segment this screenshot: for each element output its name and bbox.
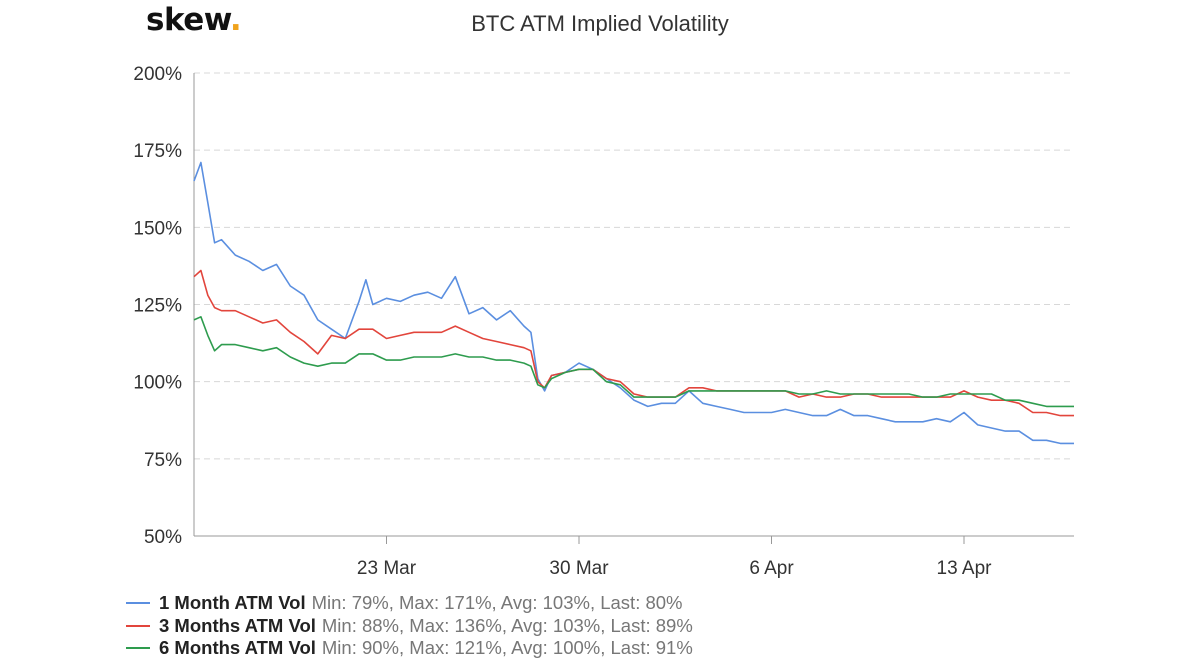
legend-item-1m[interactable]: 1 Month ATM Vol Min: 79%, Max: 171%, Avg… [126,592,693,615]
x-tick-label: 13 Apr [937,558,993,579]
legend-item-6m[interactable]: 6 Months ATM Vol Min: 90%, Max: 121%, Av… [126,637,693,660]
series-line-1 [193,161,1074,445]
y-tick-label: 175% [133,141,182,162]
legend-label-3m: 3 Months ATM Vol [159,614,316,636]
x-tick-label: 30 Mar [549,558,609,579]
brand-name: skew [146,2,230,38]
series-lines [193,161,1074,445]
brand-logo: skew. [146,2,242,38]
legend-stats-3m: Min: 88%, Max: 136%, Avg: 103%, Last: 89… [321,614,693,636]
axes: 50% 75% 100% 125% 150% 175% 200% 23 Mar 30 Mar 6 … [133,64,1074,579]
legend-item-3m[interactable]: 3 Months ATM Vol Min: 88%, Max: 136%, Av… [126,615,693,638]
legend-swatch-3m [126,624,150,627]
legend-stats-1m: Min: 79%, Max: 171%, Avg: 103%, Last: 80… [311,592,683,614]
series-line-3 [193,315,1074,408]
y-tick-label: 200% [133,64,182,85]
grid-lines [194,72,1074,460]
series-line-2 [193,269,1074,417]
chart-title: BTC ATM Implied Volatility [471,11,729,36]
y-tick-label: 75% [144,450,182,471]
legend: 1 Month ATM Vol Min: 79%, Max: 171%, Avg… [126,592,693,660]
legend-swatch-6m [126,647,150,650]
legend-label-1m: 1 Month ATM Vol [159,592,306,614]
y-tick-label: 100% [133,373,182,394]
y-tick-label: 125% [133,296,182,317]
y-tick-label: 50% [144,527,182,548]
x-tick-label: 6 Apr [749,558,794,579]
legend-stats-6m: Min: 90%, Max: 121%, Avg: 100%, Last: 91… [321,637,693,659]
legend-swatch-1m [126,602,150,605]
legend-label-6m: 6 Months ATM Vol [159,637,316,659]
brand-dot: . [229,2,242,38]
y-tick-label: 150% [133,218,182,239]
x-tick-label: 23 Mar [357,558,417,579]
